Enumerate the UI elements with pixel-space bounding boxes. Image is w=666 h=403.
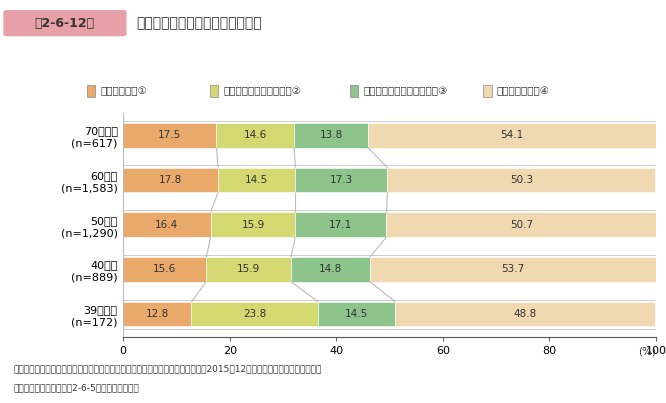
Text: 16.4: 16.4 (155, 220, 178, 230)
Bar (294, 123, 368, 147)
Text: 50.3: 50.3 (510, 175, 533, 185)
Text: 17.8: 17.8 (159, 175, 182, 185)
Bar (216, 123, 294, 147)
Bar (370, 257, 656, 282)
Bar (123, 212, 210, 237)
Text: 資料：中小企業庁委託「中小企業の成長と投資行動に関するアンケート調査」（2015年12月、（株）帝国データバンク）: 資料：中小企業庁委託「中小企業の成長と投資行動に関するアンケート調査」（2015… (13, 365, 322, 374)
Text: 54.1: 54.1 (500, 130, 523, 140)
Text: 経営者の年齢と企業分類との関係: 経営者の年齢と企業分類との関係 (137, 16, 262, 30)
Text: 15.9: 15.9 (237, 264, 260, 274)
Bar (123, 168, 218, 192)
Text: 経常利益率の高い企業　②: 経常利益率の高い企業 ② (224, 86, 302, 96)
Bar (210, 212, 295, 237)
Bar (386, 212, 657, 237)
Bar (318, 302, 396, 326)
Text: （注）　企業分類は、第2-6-5図の定義に従う。: （注） 企業分類は、第2-6-5図の定義に従う。 (13, 384, 139, 393)
Bar (123, 123, 216, 147)
Text: 17.3: 17.3 (330, 175, 353, 185)
Text: 第2-6-12図: 第2-6-12図 (35, 17, 95, 30)
Text: 13.8: 13.8 (320, 130, 342, 140)
Bar (123, 302, 191, 326)
Text: 12.8: 12.8 (146, 309, 169, 319)
Text: (%): (%) (638, 347, 656, 357)
Text: 48.8: 48.8 (514, 309, 537, 319)
Text: 14.5: 14.5 (245, 175, 268, 185)
Text: 53.7: 53.7 (501, 264, 525, 274)
Bar (388, 168, 655, 192)
Bar (295, 212, 386, 237)
Text: 15.6: 15.6 (153, 264, 176, 274)
Text: 17.5: 17.5 (159, 130, 181, 140)
Bar (218, 168, 295, 192)
Bar (291, 257, 370, 282)
Text: その他の企業　④: その他の企業 ④ (497, 86, 550, 96)
Text: 23.8: 23.8 (243, 309, 266, 319)
Bar (396, 302, 655, 326)
Bar (368, 123, 656, 147)
Text: 14.6: 14.6 (244, 130, 267, 140)
Bar (206, 257, 291, 282)
Bar (191, 302, 318, 326)
Text: 17.1: 17.1 (329, 220, 352, 230)
Bar (123, 257, 206, 282)
Text: 稼げる企業　①: 稼げる企業 ① (101, 86, 147, 96)
Text: 14.8: 14.8 (319, 264, 342, 274)
Bar (295, 168, 388, 192)
Text: 14.5: 14.5 (345, 309, 368, 319)
Text: 自己資本比率の高い企業　③: 自己資本比率の高い企業 ③ (364, 86, 448, 96)
Text: 50.7: 50.7 (510, 220, 533, 230)
Text: 15.9: 15.9 (241, 220, 264, 230)
